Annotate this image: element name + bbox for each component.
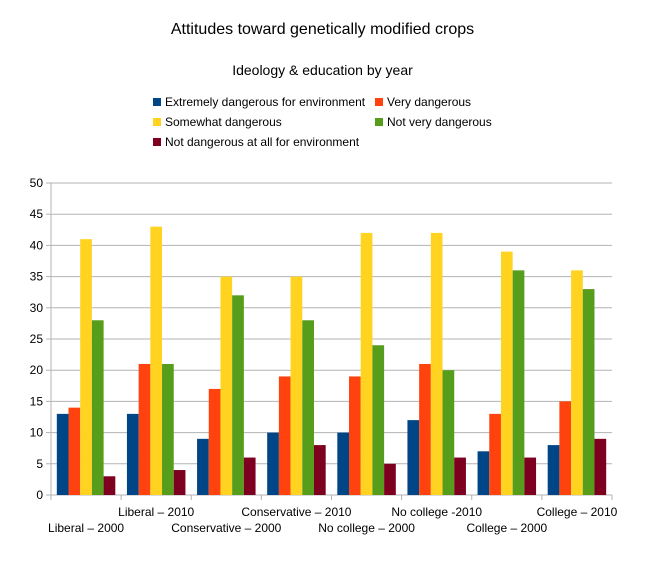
x-tick-label: Conservative – 2010 xyxy=(241,505,351,519)
bar xyxy=(419,363,431,495)
legend-swatch xyxy=(153,138,161,146)
bar xyxy=(489,413,501,495)
bar xyxy=(138,363,151,495)
x-tick-label: Conservative – 2000 xyxy=(171,521,281,535)
bar xyxy=(349,376,361,495)
bar xyxy=(384,463,396,495)
bar xyxy=(103,476,116,495)
bar xyxy=(360,232,373,496)
bar xyxy=(442,370,455,495)
bar xyxy=(91,320,104,495)
legend-swatch xyxy=(153,118,161,126)
y-tick-label: 50 xyxy=(30,176,44,190)
bar xyxy=(454,457,466,495)
y-tick-label: 40 xyxy=(30,238,44,252)
legend-item-not-dangerous-at-all: Not dangerous at all for environment xyxy=(153,135,359,149)
y-tick-label: 5 xyxy=(36,457,43,471)
x-tick-label: Liberal – 2010 xyxy=(118,505,194,519)
bar xyxy=(173,470,186,495)
legend-item-not-very-dangerous: Not very dangerous xyxy=(375,115,492,129)
bar xyxy=(524,457,537,495)
bar xyxy=(302,320,314,495)
legend-label: Not very dangerous xyxy=(387,115,492,129)
bar xyxy=(243,457,256,495)
y-tick-label: 30 xyxy=(30,301,44,315)
legend-label: Extremely dangerous for environment xyxy=(165,95,366,109)
bar xyxy=(407,420,420,495)
legend-label: Somewhat dangerous xyxy=(165,115,282,129)
bar xyxy=(232,295,244,495)
legend-swatch xyxy=(375,118,383,126)
legend-item-very-dangerous: Very dangerous xyxy=(375,95,471,109)
y-tick-label: 15 xyxy=(30,394,44,408)
y-tick-label: 10 xyxy=(30,426,44,440)
x-tick-label: No college -2010 xyxy=(391,505,482,519)
bar xyxy=(500,251,513,495)
y-tick-label: 20 xyxy=(30,363,44,377)
bar xyxy=(337,432,350,495)
bar xyxy=(477,451,490,495)
bar xyxy=(313,445,326,495)
legend-item-extremely-dangerous: Extremely dangerous for environment xyxy=(153,95,365,109)
bar xyxy=(571,270,583,495)
x-tick-label: College – 2000 xyxy=(466,521,547,535)
y-tick-label: 25 xyxy=(30,332,44,346)
bar xyxy=(126,413,139,495)
bar xyxy=(208,388,221,495)
bar xyxy=(372,345,385,495)
legend-swatch xyxy=(375,98,383,106)
bar xyxy=(80,239,92,495)
bar xyxy=(582,289,595,495)
bar xyxy=(150,226,163,495)
legend-label: Not dangerous at all for environment xyxy=(165,135,360,149)
x-tick-label: College – 2010 xyxy=(537,505,618,519)
bar xyxy=(162,363,174,495)
chart-subtitle: Ideology & education by year xyxy=(232,62,413,78)
bar xyxy=(278,376,291,495)
bar xyxy=(290,276,303,495)
y-tick-label: 0 xyxy=(36,488,43,502)
bar xyxy=(547,445,560,495)
bar xyxy=(430,232,443,496)
legend-label: Very dangerous xyxy=(387,95,472,109)
bar xyxy=(220,276,233,495)
chart-title: Attitudes toward genetically modified cr… xyxy=(170,21,475,38)
legend-item-somewhat-dangerous: Somewhat dangerous xyxy=(153,115,282,129)
bar xyxy=(594,438,607,495)
bar xyxy=(197,438,209,495)
bar xyxy=(267,432,279,495)
bar xyxy=(56,413,69,495)
bar xyxy=(68,407,81,495)
y-tick-label: 35 xyxy=(30,270,44,284)
bar xyxy=(512,270,525,495)
y-tick-label: 45 xyxy=(30,207,44,221)
bar xyxy=(559,401,572,495)
x-tick-label: Liberal – 2000 xyxy=(48,521,124,535)
x-tick-label: No college – 2000 xyxy=(318,521,415,535)
legend-swatch xyxy=(153,98,161,106)
